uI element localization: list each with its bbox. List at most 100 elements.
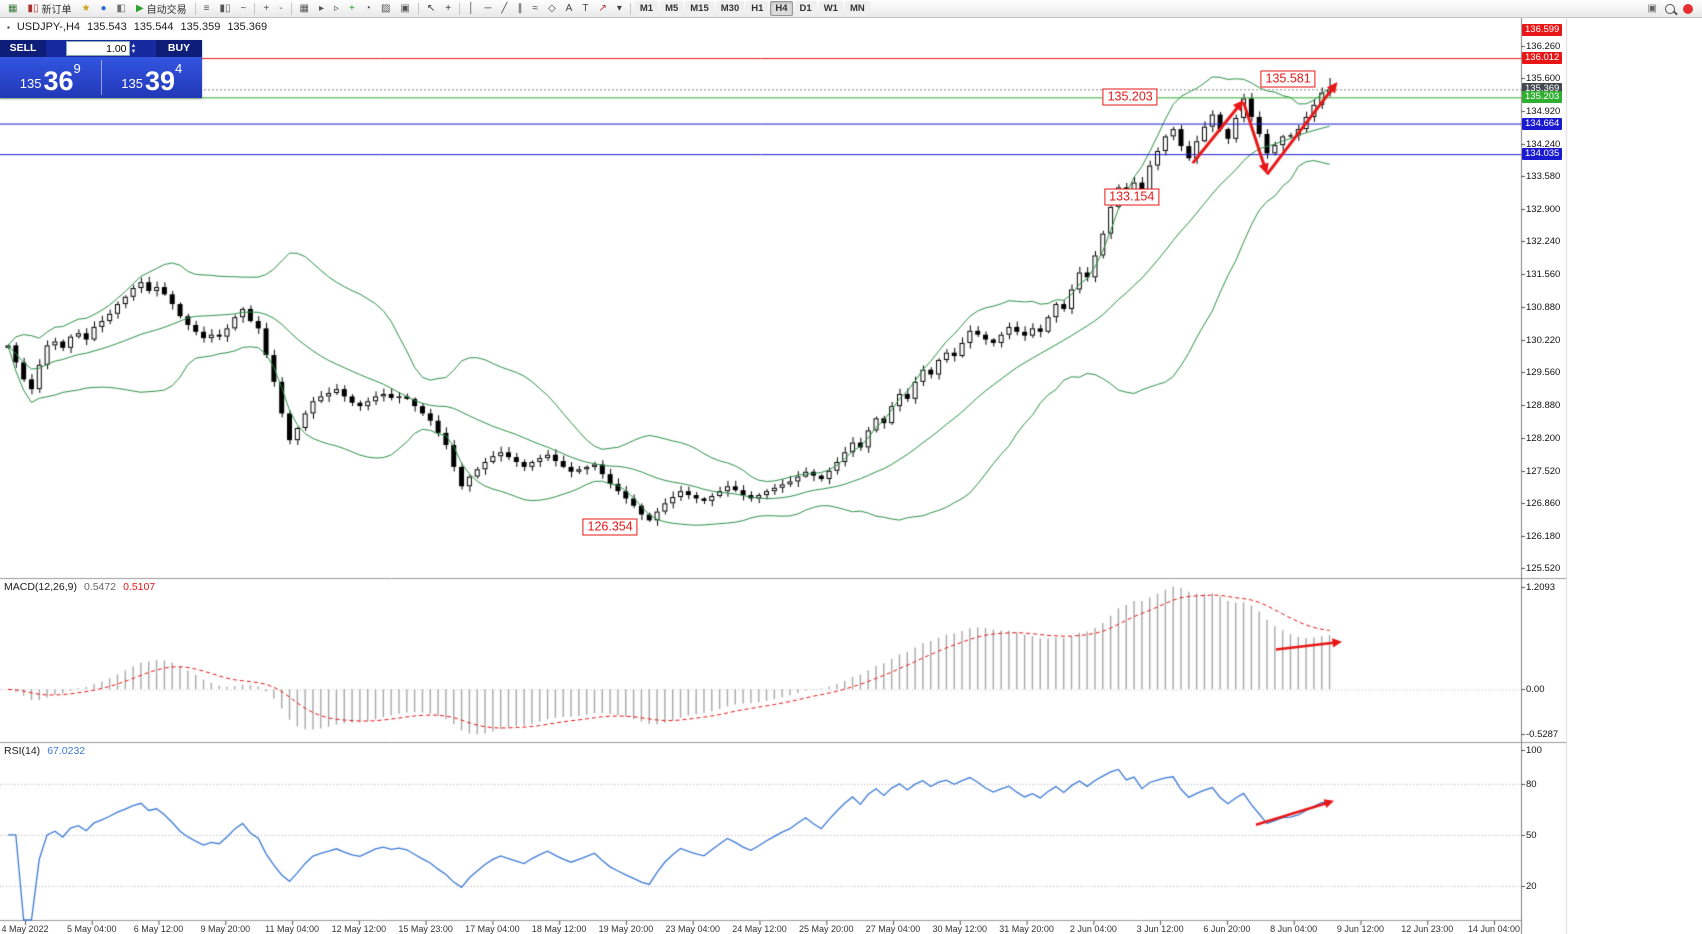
toolbar-separator	[417, 2, 419, 15]
auto-scroll-icon[interactable]: ▸	[315, 1, 328, 16]
symbol-name: USDJPY-,H4	[16, 21, 81, 33]
bid-big: 36	[43, 66, 74, 96]
toolbar-separator	[459, 2, 461, 15]
candlestick-chart-icon: ▮▯	[219, 2, 231, 14]
search-icon[interactable]	[1665, 3, 1675, 14]
fibonacci-icon[interactable]: ≈	[528, 1, 542, 16]
periods-icon: ◔	[364, 2, 371, 14]
ask-sup: 4	[175, 61, 183, 76]
tf-M30[interactable]: M30	[715, 1, 745, 16]
data-window-icon: ◧	[116, 2, 126, 14]
crosshair-icon[interactable]: +	[441, 1, 455, 16]
toolbar-separator	[194, 2, 196, 15]
favorites-icon: ★	[81, 2, 91, 14]
toolbar-buttons: ▦ ▮▯ 新订单 ★ ● ◧ ▶ 自动交易 ≡ ▮▯ ~ + - ▦ ▸ ▹ + ◔ ▨ ▣ ↖ + │ ─ ╱ ∥ ≈ ◇ A T ↗ ▾ M…	[3, 0, 871, 17]
bar-chart-icon: ≡	[203, 2, 210, 14]
ohlc-high: 135.544	[133, 21, 174, 33]
auto-scroll-icon: ▸	[318, 2, 325, 14]
arrows-tool-icon: ↗	[598, 2, 607, 14]
arrows-dropdown-icon[interactable]: ▾	[613, 1, 626, 16]
chart-icon: ▪	[7, 22, 10, 32]
bid-sup: 9	[73, 61, 81, 76]
trendline-icon: ╱	[501, 2, 508, 14]
volume-down-icon[interactable]: ▼	[130, 48, 137, 55]
candlestick-chart-icon[interactable]: ▮▯	[215, 1, 234, 16]
sell-button[interactable]: SELL	[0, 40, 46, 57]
toolbar-separator	[290, 2, 292, 15]
volume-field[interactable]: 1.00	[65, 41, 130, 56]
toolbar: ▦ ▮▯ 新订单 ★ ● ◧ ▶ 自动交易 ≡ ▮▯ ~ + - ▦ ▸ ▹ + ◔ ▨ ▣ ↖ + │ ─ ╱ ∥ ≈ ◇ A T ↗ ▾ M…	[0, 0, 1702, 18]
tf-D1[interactable]: D1	[794, 1, 817, 16]
add-indicator-icon: +	[349, 2, 355, 14]
cursor-icon: ↖	[426, 2, 436, 14]
tf-M5[interactable]: M5	[660, 1, 684, 16]
tf-M1[interactable]: M1	[634, 1, 659, 16]
tf-M15[interactable]: M15	[685, 1, 714, 16]
trade-panel-prices: 135 36 9 135 39 4	[0, 57, 202, 98]
buy-price[interactable]: 135 39 4	[102, 57, 203, 98]
toolbar-separator	[254, 2, 256, 15]
macd-value-signal: 0.5107	[123, 581, 156, 593]
sell-price[interactable]: 135 36 9	[0, 57, 101, 98]
tile-windows-icon: ▦	[299, 2, 309, 14]
arrows-dropdown-icon: ▾	[616, 2, 622, 14]
snapshot-icon[interactable]: ▣	[396, 1, 413, 16]
label-icon[interactable]: T	[578, 1, 592, 16]
ohlc-low: 135.359	[180, 21, 221, 33]
zoom-in-icon: +	[263, 2, 270, 14]
channel-icon: ∥	[517, 2, 523, 14]
tf-W1[interactable]: W1	[818, 1, 843, 16]
rsi-value: 67.0232	[47, 745, 86, 757]
tf-H4[interactable]: H4	[770, 1, 793, 16]
trendline-icon[interactable]: ╱	[497, 1, 511, 16]
autotrading-button[interactable]: ▶ 自动交易	[132, 1, 191, 16]
tf-H1[interactable]: H1	[746, 1, 769, 16]
rsi-header: RSI(14) 67.0232	[4, 745, 85, 757]
community-icon[interactable]: ●	[96, 1, 110, 16]
bid-head: 135	[19, 76, 42, 91]
volume-up-icon[interactable]: ▲	[130, 42, 137, 49]
cursor-icon[interactable]: ↖	[423, 1, 439, 16]
fibonacci-icon: ≈	[532, 2, 538, 14]
channel-icon[interactable]: ∥	[513, 1, 526, 16]
tf-MN[interactable]: MN	[844, 1, 870, 16]
new-order-button[interactable]: ▮▯ 新订单	[23, 1, 75, 16]
chart-shift-icon: ▹	[334, 2, 340, 14]
shapes-icon[interactable]: ◇	[544, 1, 560, 16]
macd-header: MACD(12,26,9) 0.5472 0.5107	[4, 581, 155, 593]
notification-badge[interactable]	[1683, 3, 1693, 14]
favorites-icon[interactable]: ★	[77, 1, 94, 16]
buy-button[interactable]: BUY	[156, 40, 202, 57]
periods-icon[interactable]: ◔	[361, 1, 375, 16]
volume-wrap: 1.00 ▲ ▼	[46, 40, 156, 57]
tile-windows-icon[interactable]: ▦	[296, 1, 313, 16]
bar-chart-icon[interactable]: ≡	[200, 1, 214, 16]
ohlc-close: 135.369	[227, 21, 268, 33]
new-order-button-label: 新订单	[41, 5, 72, 16]
autotrading-button: ▶	[135, 2, 144, 14]
trade-panel-controls: SELL 1.00 ▲ ▼ BUY	[0, 40, 202, 57]
autotrading-button-label: 自动交易	[146, 5, 187, 16]
templates-icon[interactable]: ▨	[377, 1, 394, 16]
add-indicator-icon[interactable]: +	[345, 1, 359, 16]
data-window-icon[interactable]: ◧	[112, 1, 129, 16]
zoom-in-icon[interactable]: +	[259, 1, 273, 16]
arrows-tool-icon[interactable]: ↗	[594, 1, 610, 16]
vertical-line-icon[interactable]: │	[464, 1, 478, 16]
macd-value-main: 0.5472	[83, 581, 117, 593]
chart-shift-icon[interactable]: ▹	[330, 1, 343, 16]
line-chart-icon[interactable]: ~	[237, 1, 251, 16]
chart-window-icon[interactable]: ▦	[4, 1, 21, 16]
shapes-icon: ◇	[547, 2, 556, 14]
price-divider	[100, 60, 102, 95]
volume-stepper: ▲ ▼	[131, 43, 137, 55]
toolbar-separator	[629, 2, 631, 15]
zoom-out-icon[interactable]: -	[275, 1, 286, 16]
horizontal-line-icon[interactable]: ─	[480, 1, 495, 16]
text-icon[interactable]: A	[562, 1, 577, 16]
window-icon[interactable]: ▣	[1647, 3, 1657, 14]
one-click-trading-panel: SELL 1.00 ▲ ▼ BUY 135 36 9 135 39 4	[0, 40, 202, 98]
crosshair-icon: +	[445, 2, 452, 14]
